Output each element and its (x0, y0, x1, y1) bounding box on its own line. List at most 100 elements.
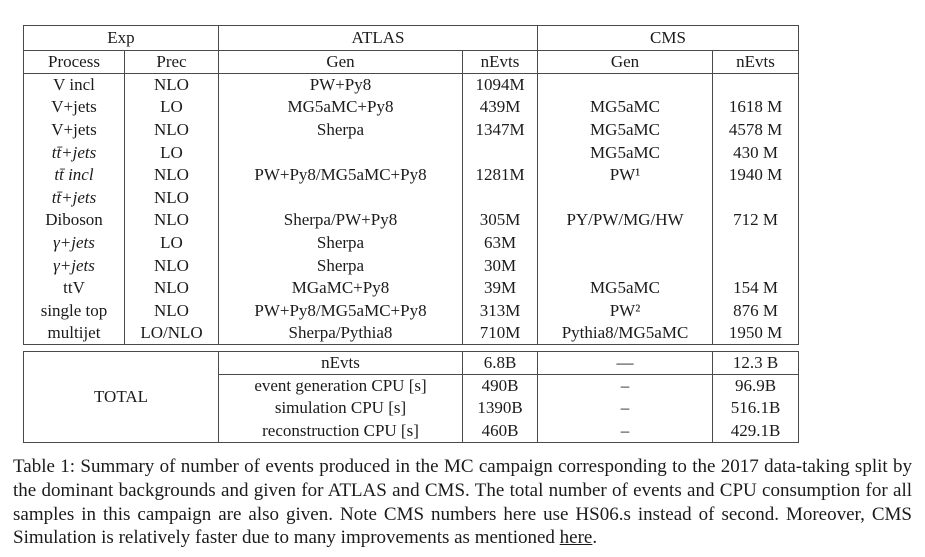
here-link[interactable]: here (559, 527, 593, 549)
table-row: γ+jets NLO Sherpa 30M (23, 254, 799, 277)
cell-atlas-nevts: 439M (462, 96, 538, 119)
results-table: Exp ATLAS CMS Process Prec Gen nEvts Gen… (23, 25, 799, 346)
table-row: V+jets LO MG5aMC+Py8 439M MG5aMC 1618 M (23, 96, 799, 119)
cell-cms-gen (537, 231, 713, 255)
cell-process: Diboson (23, 209, 125, 232)
cell-atlas-nevts (462, 186, 538, 210)
cell-atlas-nevts: 39M (462, 276, 538, 300)
total-atlas-value: 1390B (462, 396, 538, 420)
cell-prec: LO/NLO (124, 322, 219, 345)
cell-atlas-gen: Sherpa (218, 118, 463, 142)
cell-prec: NLO (124, 118, 219, 142)
table-caption: Table 1: Summary of number of events pro… (13, 455, 912, 550)
cell-prec: LO (124, 231, 219, 255)
header-cms: CMS (537, 25, 799, 51)
cell-process: multijet (23, 322, 125, 345)
cell-cms-nevts (712, 73, 799, 97)
cell-process: ttV (23, 276, 125, 300)
total-metric-label: nEvts (218, 351, 463, 375)
total-cms-gen: — (537, 351, 713, 375)
cell-cms-gen: Pythia8/MG5aMC (537, 322, 713, 345)
cell-cms-nevts (712, 254, 799, 277)
cell-atlas-nevts: 305M (462, 209, 538, 232)
cell-process: V+jets (23, 96, 125, 119)
header-exp: Exp (23, 25, 219, 51)
cell-cms-nevts: 4578 M (712, 118, 799, 142)
total-cms-value: 429.1B (712, 419, 799, 443)
cell-atlas-gen: PW+Py8 (218, 73, 463, 97)
caption-text: Table 1: Summary of number of events pro… (13, 456, 912, 549)
table-row: tt̄ incl NLO PW+Py8/MG5aMC+Py8 1281M PW¹… (23, 163, 799, 187)
cell-prec: NLO (124, 73, 219, 97)
cell-cms-nevts: 1940 M (712, 163, 799, 187)
header-columns-row: Process Prec Gen nEvts Gen nEvts (23, 50, 799, 74)
total-row: event generation CPU [s] 490B – 96.9B (24, 374, 799, 397)
col-atlas-nevts: nEvts (462, 50, 538, 74)
cell-process: V+jets (23, 118, 125, 142)
cell-cms-gen: MG5aMC (537, 276, 713, 300)
cell-cms-gen: PW² (537, 299, 713, 323)
total-label-cell: TOTAL (23, 351, 219, 443)
total-cms-gen: – (537, 419, 713, 443)
cell-atlas-gen: Sherpa (218, 254, 463, 277)
cell-atlas-gen (218, 141, 463, 164)
cell-cms-nevts: 876 M (712, 299, 799, 323)
cell-cms-gen: MG5aMC (537, 141, 713, 164)
table-row: multijet LO/NLO Sherpa/Pythia8 710M Pyth… (23, 322, 799, 345)
table-row: single top NLO PW+Py8/MG5aMC+Py8 313M PW… (23, 299, 799, 323)
total-cms-gen: – (537, 374, 713, 397)
cell-process: γ+jets (23, 254, 125, 277)
cell-atlas-nevts: 63M (462, 231, 538, 255)
cell-prec: LO (124, 141, 219, 164)
col-process: Process (23, 50, 125, 74)
table-row: tt̄+jets LO MG5aMC 430 M (23, 141, 799, 164)
cell-atlas-gen: PW+Py8/MG5aMC+Py8 (218, 163, 463, 187)
cell-cms-nevts: 430 M (712, 141, 799, 164)
caption-period: . (592, 527, 598, 549)
cell-cms-nevts (712, 186, 799, 210)
total-row: simulation CPU [s] 1390B – 516.1B (24, 396, 799, 420)
cell-process: γ+jets (23, 231, 125, 255)
cell-process: V incl (23, 73, 125, 97)
cell-cms-gen (537, 254, 713, 277)
table-row: tt̄+jets NLO (23, 186, 799, 210)
cell-prec: NLO (124, 299, 219, 323)
total-metric-label: reconstruction CPU [s] (218, 419, 463, 443)
cell-cms-gen (537, 186, 713, 210)
total-atlas-value: 6.8B (462, 351, 538, 375)
total-metric-label: event generation CPU [s] (218, 374, 463, 397)
table-row: V incl NLO PW+Py8 1094M (23, 73, 799, 97)
cell-process: single top (23, 299, 125, 323)
cell-process: tt̄+jets (23, 186, 125, 210)
cell-cms-gen (537, 73, 713, 97)
cell-cms-gen: PY/PW/MG/HW (537, 209, 713, 232)
cell-process: tt̄ incl (23, 163, 125, 187)
cell-cms-nevts: 154 M (712, 276, 799, 300)
header-atlas: ATLAS (218, 25, 538, 51)
cell-atlas-nevts: 313M (462, 299, 538, 323)
cell-prec: NLO (124, 163, 219, 187)
cell-atlas-nevts: 1094M (462, 73, 538, 97)
total-cms-value: 96.9B (712, 374, 799, 397)
col-atlas-gen: Gen (218, 50, 463, 74)
cell-atlas-gen: PW+Py8/MG5aMC+Py8 (218, 299, 463, 323)
total-cms-gen: – (537, 396, 713, 420)
cell-process: tt̄+jets (23, 141, 125, 164)
col-prec: Prec (124, 50, 219, 74)
cell-atlas-gen: MGaMC+Py8 (218, 276, 463, 300)
cell-atlas-gen: Sherpa/PW+Py8 (218, 209, 463, 232)
col-cms-gen: Gen (537, 50, 713, 74)
total-atlas-value: 490B (462, 374, 538, 397)
cell-atlas-gen: Sherpa/Pythia8 (218, 322, 463, 345)
cell-cms-nevts: 1950 M (712, 322, 799, 345)
cell-prec: LO (124, 96, 219, 119)
col-cms-nevts: nEvts (712, 50, 799, 74)
cell-cms-gen: PW¹ (537, 163, 713, 187)
cell-atlas-gen (218, 186, 463, 210)
total-row: TOTAL nEvts 6.8B — 12.3 B (23, 351, 799, 443)
table-row: Diboson NLO Sherpa/PW+Py8 305M PY/PW/MG/… (23, 209, 799, 232)
total-row: reconstruction CPU [s] 460B – 429.1B (24, 419, 799, 443)
cell-atlas-gen: MG5aMC+Py8 (218, 96, 463, 119)
header-group-row: Exp ATLAS CMS (23, 25, 799, 51)
